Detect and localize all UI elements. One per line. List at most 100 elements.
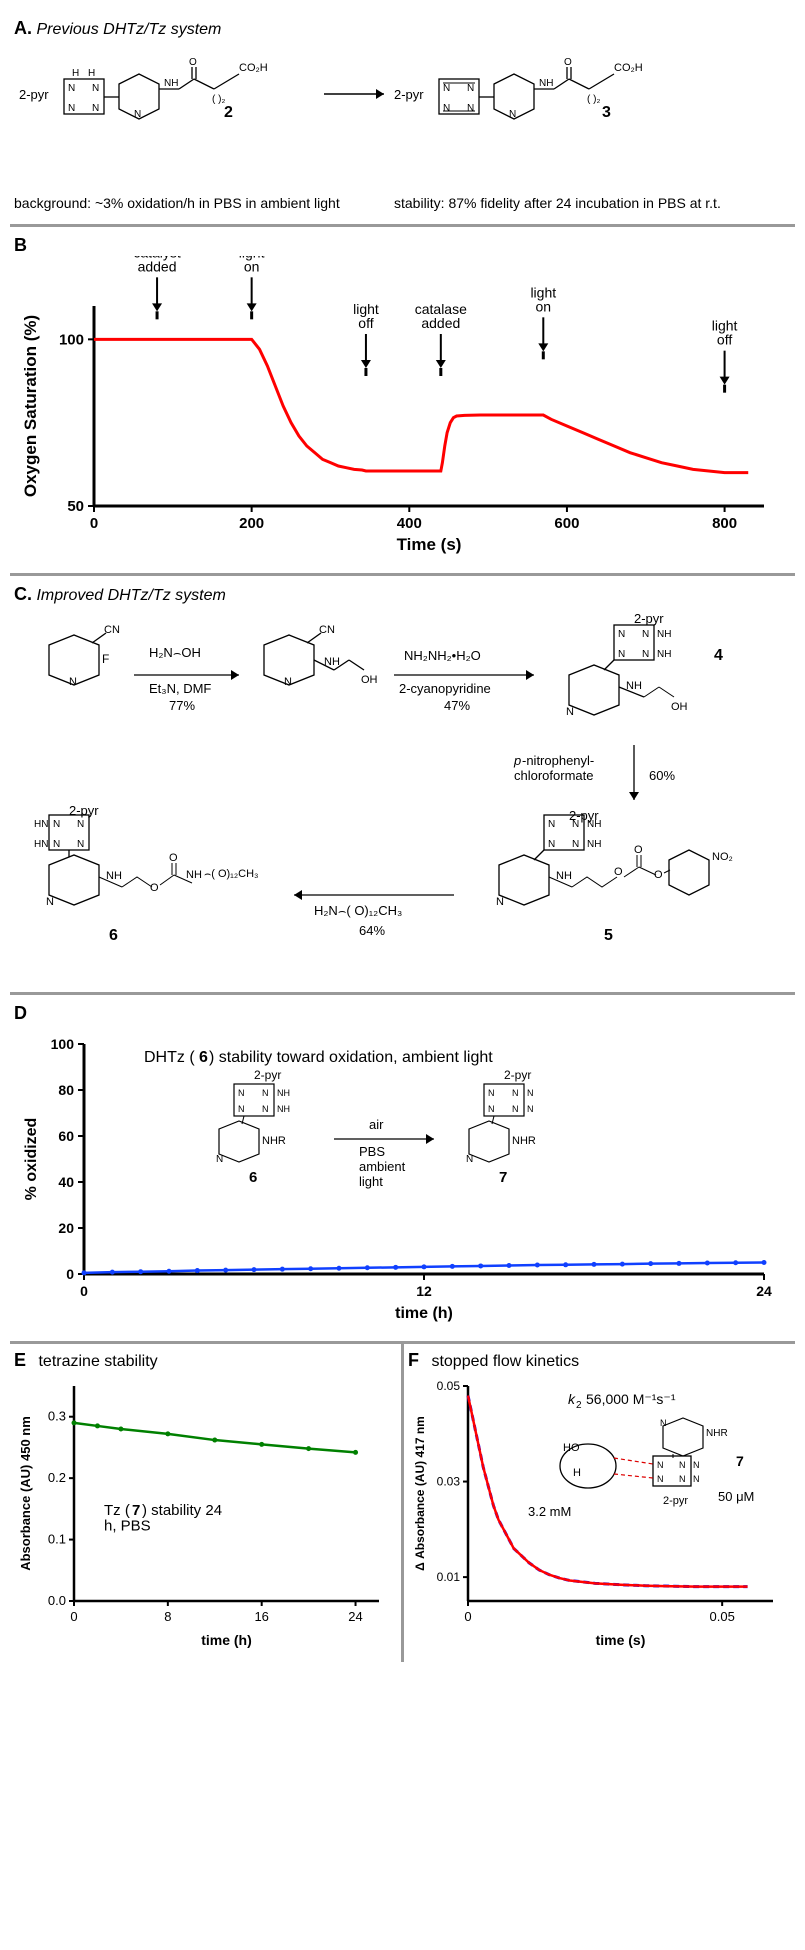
svg-text:HN: HN [34, 819, 48, 830]
svg-text:NH: NH [587, 819, 601, 830]
svg-text:O: O [634, 844, 643, 856]
svg-text:7: 7 [499, 1169, 507, 1186]
svg-text:16: 16 [254, 1609, 268, 1624]
svg-text:0.01: 0.01 [437, 1570, 461, 1584]
svg-text:100: 100 [59, 332, 84, 349]
svg-text:F: F [102, 652, 109, 666]
svg-text:N: N [618, 629, 625, 640]
svg-text:on: on [244, 259, 260, 275]
panels-ef-row: E tetrazine stability 0.00.10.20.3081624… [10, 1344, 795, 1662]
svg-text:Oxygen Saturation (%): Oxygen Saturation (%) [21, 315, 40, 497]
svg-text:NH: NH [587, 839, 601, 850]
svg-text:N: N [679, 1474, 686, 1484]
svg-text:-nitrophenyl-: -nitrophenyl- [522, 753, 594, 768]
svg-text:O: O [150, 882, 159, 894]
svg-text:NH: NH [657, 629, 671, 640]
svg-text:O: O [654, 869, 663, 881]
svg-text:6: 6 [109, 927, 118, 944]
svg-text:Absorbance (AU) 450 nm: Absorbance (AU) 450 nm [18, 1416, 33, 1571]
panel-a-scheme: 2-pyr NN NN HH N NH O ( )₂ CO₂H 2 2- [14, 39, 784, 189]
svg-text:N: N [467, 83, 474, 94]
svg-text:NH: NH [556, 870, 572, 882]
svg-text:N: N [488, 1088, 495, 1098]
panel-f: F stopped flow kinetics 0.010.030.0500.0… [404, 1344, 795, 1662]
svg-text:N: N [693, 1460, 700, 1470]
svg-text:N: N [657, 1474, 664, 1484]
svg-text:N: N [69, 676, 77, 688]
panel-d: D 02040608010001224% oxidizedtime (h)DHT… [10, 995, 795, 1344]
svg-text:N: N [443, 83, 450, 94]
svg-text:DHTz (: DHTz ( [144, 1049, 195, 1066]
svg-text:N: N [642, 649, 649, 660]
svg-text:2-pyr: 2-pyr [69, 803, 99, 818]
svg-text:N: N [216, 1154, 223, 1165]
svg-text:N: N [284, 676, 292, 688]
svg-text:N: N [68, 83, 75, 94]
svg-text:800: 800 [712, 515, 737, 532]
svg-text:60: 60 [58, 1128, 74, 1144]
svg-text:N: N [467, 103, 474, 114]
svg-text:NH: NH [164, 78, 178, 89]
svg-text:2-cyanopyridine: 2-cyanopyridine [399, 681, 491, 696]
svg-text:N: N [512, 1104, 519, 1114]
svg-text:N: N [548, 819, 555, 830]
svg-text:N: N [134, 109, 141, 120]
svg-text:HO: HO [563, 1442, 580, 1454]
panel-f-title: stopped flow kinetics [431, 1353, 579, 1370]
svg-text:0.2: 0.2 [48, 1470, 66, 1485]
svg-text:CN: CN [319, 624, 335, 636]
svg-text:N: N [77, 839, 84, 850]
svg-text:5: 5 [604, 927, 613, 944]
svg-text:N: N [46, 896, 54, 908]
svg-text:0: 0 [66, 1266, 74, 1282]
svg-text:CO₂H: CO₂H [239, 62, 268, 74]
panel-f-chart: 0.010.030.0500.05Δ Absorbance (AU) 417 n… [408, 1371, 788, 1651]
svg-text:NH₂NH₂•H₂O: NH₂NH₂•H₂O [404, 648, 481, 663]
svg-text:N: N [572, 839, 579, 850]
svg-text:% oxidized: % oxidized [23, 1118, 40, 1201]
svg-text:time (h): time (h) [395, 1305, 453, 1322]
svg-text:NHR: NHR [262, 1135, 286, 1147]
svg-text:24: 24 [756, 1283, 772, 1299]
svg-text:light: light [359, 1174, 383, 1189]
svg-text:p: p [513, 753, 521, 768]
svg-text:Time (s): Time (s) [397, 535, 462, 554]
svg-text:H₂N⌢( O)₁₂CH₃: H₂N⌢( O)₁₂CH₃ [314, 903, 402, 918]
svg-text:47%: 47% [444, 698, 470, 713]
svg-text:4: 4 [714, 647, 723, 664]
svg-text:k: k [568, 1391, 576, 1407]
panel-e-chart: 0.00.10.20.3081624Absorbance (AU) 450 nm… [14, 1371, 394, 1651]
svg-text:O: O [614, 866, 623, 878]
panel-c: C. Improved DHTz/Tz system N CN F H₂N⌢OH… [10, 576, 795, 995]
svg-text:NH: NH [277, 1104, 290, 1114]
svg-text:NH: NH [186, 869, 202, 881]
panel-b-label: B [14, 235, 27, 255]
panel-c-title: Improved DHTz/Tz system [36, 587, 225, 604]
svg-text:OH: OH [361, 674, 378, 686]
svg-text:O: O [189, 57, 197, 68]
svg-text:ambient: ambient [359, 1159, 406, 1174]
svg-text:H: H [573, 1467, 581, 1479]
svg-text:) stability toward oxidation,: ) stability toward oxidation, ambient li… [209, 1049, 493, 1066]
svg-text:NH: NH [626, 680, 642, 692]
svg-text:air: air [369, 1117, 384, 1132]
panel-a-title: Previous DHTz/Tz system [36, 21, 221, 38]
svg-text:N: N [53, 819, 60, 830]
svg-text:Et₃N, DMF: Et₃N, DMF [149, 681, 211, 696]
svg-text:77%: 77% [169, 698, 195, 713]
svg-text:2-pyr: 2-pyr [663, 1495, 688, 1507]
panel-a-left-caption: background: ~3% oxidation/h in PBS in am… [14, 194, 354, 212]
svg-text:N: N [443, 103, 450, 114]
svg-text:N: N [657, 1460, 664, 1470]
svg-text:NH: NH [657, 649, 671, 660]
svg-text:) stability 24: ) stability 24 [142, 1502, 222, 1519]
svg-text:2-pyr: 2-pyr [634, 611, 664, 626]
svg-text:40: 40 [58, 1174, 74, 1190]
svg-text:N: N [238, 1088, 245, 1098]
svg-text:7: 7 [736, 1453, 744, 1469]
svg-text:2-pyr: 2-pyr [254, 1068, 281, 1082]
svg-text:N: N [509, 109, 516, 120]
svg-text:2-pyr: 2-pyr [504, 1068, 531, 1082]
svg-text:NH: NH [277, 1088, 290, 1098]
svg-text:HN: HN [34, 839, 48, 850]
